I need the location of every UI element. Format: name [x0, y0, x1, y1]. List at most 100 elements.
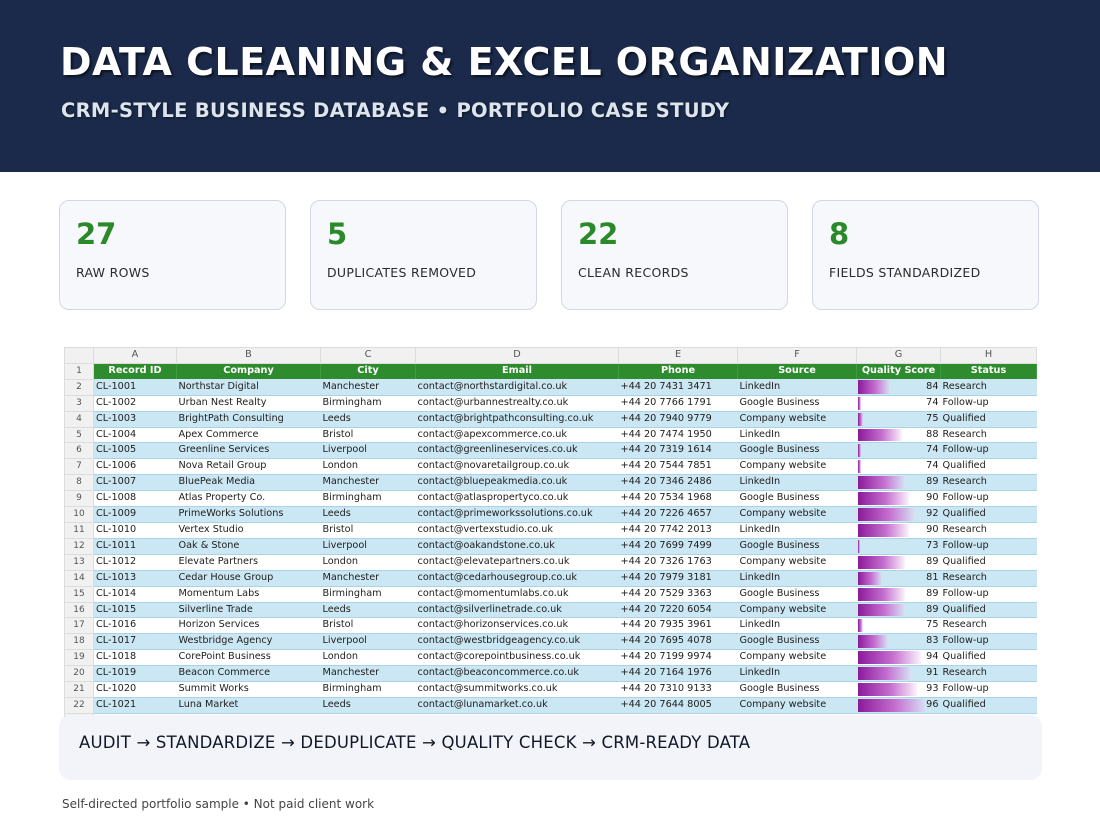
- email-cell[interactable]: contact@momentumlabs.co.uk: [415, 586, 619, 603]
- row-number[interactable]: 18: [64, 633, 94, 651]
- city-cell[interactable]: London: [320, 458, 416, 476]
- company-cell[interactable]: Nova Retail Group: [176, 458, 321, 476]
- row-number[interactable]: 14: [64, 569, 94, 587]
- row-number[interactable]: 16: [64, 601, 94, 619]
- column-letter[interactable]: F: [737, 347, 857, 364]
- quality-score-cell[interactable]: 89: [856, 554, 941, 571]
- column-letter[interactable]: D: [415, 347, 619, 364]
- phone-cell[interactable]: +44 20 7326 1763: [618, 554, 738, 571]
- row-number[interactable]: 12: [64, 537, 94, 555]
- column-letter[interactable]: E: [618, 347, 738, 364]
- quality-score-cell[interactable]: 88: [856, 427, 941, 444]
- quality-score-cell[interactable]: 93: [856, 681, 941, 698]
- company-cell[interactable]: Apex Commerce: [176, 427, 321, 444]
- record-id-cell[interactable]: CL-1012: [93, 554, 177, 571]
- record-id-cell[interactable]: CL-1005: [93, 442, 177, 460]
- city-cell[interactable]: Leeds: [320, 411, 416, 428]
- quality-score-cell[interactable]: 91: [856, 665, 941, 683]
- phone-cell[interactable]: +44 20 7199 9974: [618, 649, 738, 667]
- phone-cell[interactable]: +44 20 7220 6054: [618, 602, 738, 619]
- record-id-cell[interactable]: CL-1019: [93, 665, 177, 683]
- row-number[interactable]: 17: [64, 617, 94, 635]
- city-cell[interactable]: Liverpool: [320, 633, 416, 651]
- record-id-cell[interactable]: CL-1003: [93, 411, 177, 428]
- status-cell[interactable]: Follow-up: [940, 538, 1037, 555]
- column-header[interactable]: Quality Score: [856, 363, 941, 380]
- column-letter[interactable]: B: [176, 347, 321, 364]
- status-cell[interactable]: Qualified: [940, 649, 1037, 667]
- record-id-cell[interactable]: CL-1017: [93, 633, 177, 651]
- row-number[interactable]: 4: [64, 410, 94, 428]
- phone-cell[interactable]: +44 20 7695 4078: [618, 633, 738, 651]
- city-cell[interactable]: Bristol: [320, 522, 416, 539]
- status-cell[interactable]: Qualified: [940, 458, 1037, 476]
- quality-score-cell[interactable]: 83: [856, 633, 941, 651]
- record-id-cell[interactable]: CL-1020: [93, 681, 177, 698]
- quality-score-cell[interactable]: 74: [856, 458, 941, 476]
- company-cell[interactable]: Cedar House Group: [176, 570, 321, 587]
- record-id-cell[interactable]: CL-1006: [93, 458, 177, 476]
- row-number[interactable]: 10: [64, 506, 94, 523]
- source-cell[interactable]: LinkedIn: [737, 522, 857, 539]
- city-cell[interactable]: Leeds: [320, 506, 416, 523]
- phone-cell[interactable]: +44 20 7742 2013: [618, 522, 738, 539]
- quality-score-cell[interactable]: 75: [856, 617, 941, 635]
- email-cell[interactable]: contact@lunamarket.co.uk: [415, 697, 619, 714]
- status-cell[interactable]: Research: [940, 665, 1037, 683]
- record-id-cell[interactable]: CL-1010: [93, 522, 177, 539]
- status-cell[interactable]: Research: [940, 522, 1037, 539]
- source-cell[interactable]: Company website: [737, 602, 857, 619]
- source-cell[interactable]: LinkedIn: [737, 474, 857, 492]
- phone-cell[interactable]: +44 20 7431 3471: [618, 379, 738, 396]
- email-cell[interactable]: contact@silverlinetrade.co.uk: [415, 602, 619, 619]
- company-cell[interactable]: Westbridge Agency: [176, 633, 321, 651]
- quality-score-cell[interactable]: 73: [856, 538, 941, 555]
- column-header[interactable]: Source: [737, 363, 857, 380]
- phone-cell[interactable]: +44 20 7766 1791: [618, 395, 738, 412]
- city-cell[interactable]: Leeds: [320, 697, 416, 714]
- quality-score-cell[interactable]: 81: [856, 570, 941, 587]
- email-cell[interactable]: contact@atlaspropertyco.co.uk: [415, 490, 619, 508]
- source-cell[interactable]: Company website: [737, 554, 857, 571]
- status-cell[interactable]: Follow-up: [940, 442, 1037, 460]
- source-cell[interactable]: LinkedIn: [737, 427, 857, 444]
- source-cell[interactable]: Google Business: [737, 442, 857, 460]
- status-cell[interactable]: Qualified: [940, 411, 1037, 428]
- quality-score-cell[interactable]: 92: [856, 506, 941, 523]
- city-cell[interactable]: Bristol: [320, 617, 416, 635]
- quality-score-cell[interactable]: 74: [856, 395, 941, 412]
- company-cell[interactable]: Atlas Property Co.: [176, 490, 321, 508]
- quality-score-cell[interactable]: 94: [856, 649, 941, 667]
- record-id-cell[interactable]: CL-1018: [93, 649, 177, 667]
- column-header[interactable]: Company: [176, 363, 321, 380]
- company-cell[interactable]: PrimeWorks Solutions: [176, 506, 321, 523]
- source-cell[interactable]: LinkedIn: [737, 665, 857, 683]
- row-number[interactable]: 22: [64, 696, 94, 714]
- email-cell[interactable]: contact@cedarhousegroup.co.uk: [415, 570, 619, 587]
- phone-cell[interactable]: +44 20 7644 8005: [618, 697, 738, 714]
- source-cell[interactable]: Google Business: [737, 395, 857, 412]
- email-cell[interactable]: contact@apexcommerce.co.uk: [415, 427, 619, 444]
- column-header[interactable]: Phone: [618, 363, 738, 380]
- city-cell[interactable]: Manchester: [320, 474, 416, 492]
- quality-score-cell[interactable]: 74: [856, 442, 941, 460]
- status-cell[interactable]: Qualified: [940, 554, 1037, 571]
- email-cell[interactable]: contact@northstardigital.co.uk: [415, 379, 619, 396]
- row-number[interactable]: 11: [64, 521, 94, 539]
- city-cell[interactable]: Liverpool: [320, 538, 416, 555]
- source-cell[interactable]: Company website: [737, 506, 857, 523]
- record-id-cell[interactable]: CL-1004: [93, 427, 177, 444]
- email-cell[interactable]: contact@oakandstone.co.uk: [415, 538, 619, 555]
- source-cell[interactable]: LinkedIn: [737, 379, 857, 396]
- phone-cell[interactable]: +44 20 7534 1968: [618, 490, 738, 508]
- company-cell[interactable]: Urban Nest Realty: [176, 395, 321, 412]
- status-cell[interactable]: Follow-up: [940, 586, 1037, 603]
- company-cell[interactable]: BrightPath Consulting: [176, 411, 321, 428]
- row-number[interactable]: 5: [64, 426, 94, 444]
- record-id-cell[interactable]: CL-1015: [93, 602, 177, 619]
- phone-cell[interactable]: +44 20 7699 7499: [618, 538, 738, 555]
- phone-cell[interactable]: +44 20 7346 2486: [618, 474, 738, 492]
- quality-score-cell[interactable]: 84: [856, 379, 941, 396]
- company-cell[interactable]: Silverline Trade: [176, 602, 321, 619]
- city-cell[interactable]: Birmingham: [320, 490, 416, 508]
